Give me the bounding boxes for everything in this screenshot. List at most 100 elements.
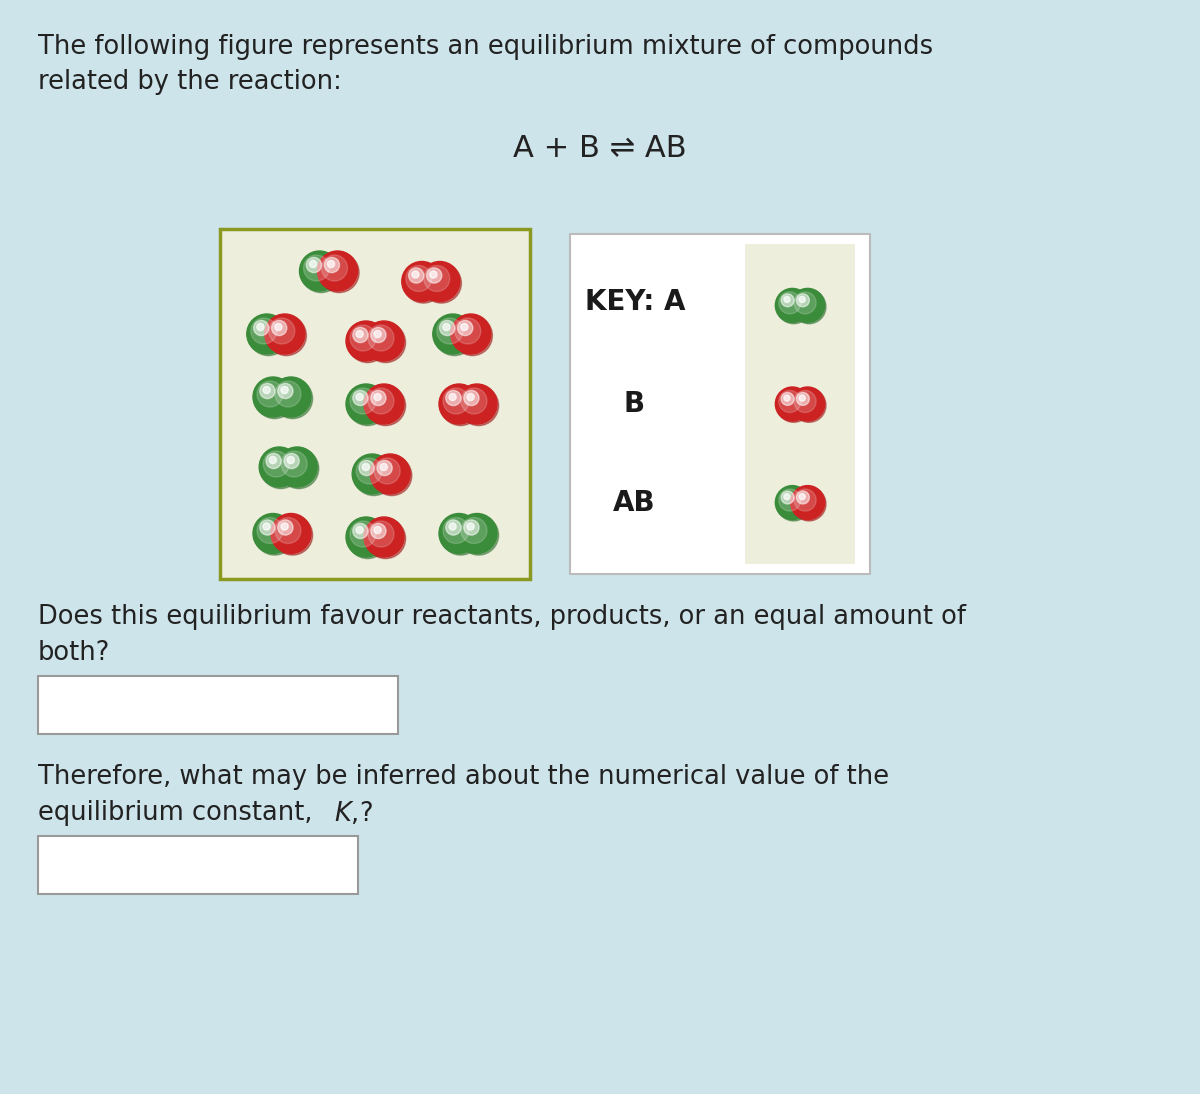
Circle shape (281, 523, 288, 531)
Text: ▾: ▾ (332, 863, 340, 877)
Circle shape (792, 290, 826, 324)
Circle shape (371, 523, 386, 538)
Circle shape (779, 391, 800, 412)
Circle shape (253, 513, 293, 554)
Circle shape (318, 251, 358, 291)
Circle shape (356, 458, 383, 484)
Circle shape (275, 381, 301, 407)
Circle shape (366, 385, 406, 426)
Circle shape (259, 447, 299, 487)
Circle shape (368, 388, 394, 414)
Text: ▴: ▴ (332, 853, 340, 868)
Circle shape (272, 379, 312, 419)
Circle shape (354, 455, 394, 496)
Circle shape (799, 296, 805, 303)
Circle shape (319, 253, 359, 292)
Circle shape (364, 384, 404, 424)
Circle shape (371, 454, 410, 494)
Circle shape (304, 255, 330, 281)
Circle shape (439, 513, 479, 554)
Circle shape (265, 314, 305, 354)
Circle shape (779, 292, 800, 314)
Circle shape (353, 523, 368, 538)
Circle shape (776, 487, 811, 521)
Circle shape (791, 486, 824, 520)
Circle shape (372, 455, 412, 496)
Circle shape (275, 324, 282, 330)
Circle shape (371, 327, 386, 342)
Circle shape (374, 330, 382, 338)
Circle shape (269, 456, 276, 464)
Circle shape (348, 323, 388, 362)
Circle shape (451, 314, 491, 354)
Circle shape (350, 325, 376, 351)
Circle shape (463, 391, 479, 406)
Circle shape (324, 257, 340, 272)
Circle shape (446, 391, 461, 406)
Circle shape (437, 318, 463, 344)
Circle shape (277, 447, 317, 487)
Circle shape (248, 315, 288, 356)
Text: ▴: ▴ (372, 693, 379, 707)
Text: Does this equilibrium favour reactants, products, or an equal amount of: Does this equilibrium favour reactants, … (38, 604, 966, 630)
Circle shape (461, 324, 468, 330)
Circle shape (799, 493, 805, 500)
Text: $\mathit{K}$,?: $\mathit{K}$,? (334, 800, 373, 827)
Circle shape (322, 255, 348, 281)
Text: B: B (623, 389, 644, 418)
Circle shape (306, 257, 322, 272)
Circle shape (439, 384, 479, 424)
Circle shape (263, 451, 289, 477)
Circle shape (797, 491, 809, 504)
Circle shape (781, 491, 794, 504)
Circle shape (792, 487, 826, 521)
Circle shape (271, 513, 311, 554)
Circle shape (784, 296, 790, 303)
Circle shape (420, 261, 460, 302)
Circle shape (433, 314, 473, 354)
Circle shape (467, 523, 474, 531)
Circle shape (374, 526, 382, 534)
Circle shape (257, 381, 283, 407)
Circle shape (254, 379, 295, 419)
FancyBboxPatch shape (38, 676, 398, 734)
Text: both?: both? (38, 640, 110, 666)
Circle shape (443, 388, 469, 414)
Circle shape (784, 395, 790, 401)
Circle shape (380, 464, 388, 470)
Circle shape (776, 290, 811, 324)
Circle shape (259, 520, 275, 535)
Circle shape (301, 253, 341, 292)
Text: K>1: K>1 (52, 853, 102, 877)
Circle shape (443, 324, 450, 330)
Circle shape (271, 377, 311, 417)
Circle shape (458, 385, 499, 426)
Circle shape (275, 517, 301, 544)
Circle shape (461, 517, 487, 544)
Circle shape (776, 388, 811, 422)
Circle shape (449, 523, 456, 531)
Circle shape (278, 449, 319, 489)
Circle shape (362, 464, 370, 470)
Circle shape (794, 391, 816, 412)
Circle shape (374, 394, 382, 400)
Circle shape (348, 519, 388, 559)
Circle shape (791, 387, 824, 421)
Circle shape (408, 268, 424, 283)
Circle shape (353, 454, 392, 494)
Circle shape (452, 315, 492, 356)
Circle shape (272, 515, 312, 555)
Circle shape (300, 251, 340, 291)
Circle shape (779, 489, 800, 511)
Text: The following figure represents an equilibrium mixture of compounds: The following figure represents an equil… (38, 34, 934, 60)
FancyBboxPatch shape (220, 229, 530, 579)
Circle shape (430, 271, 437, 278)
Circle shape (439, 321, 455, 336)
Circle shape (371, 391, 386, 406)
Circle shape (257, 324, 264, 330)
Circle shape (457, 321, 473, 336)
Circle shape (797, 294, 809, 306)
Circle shape (254, 515, 295, 555)
Circle shape (775, 387, 809, 421)
Circle shape (368, 521, 394, 547)
